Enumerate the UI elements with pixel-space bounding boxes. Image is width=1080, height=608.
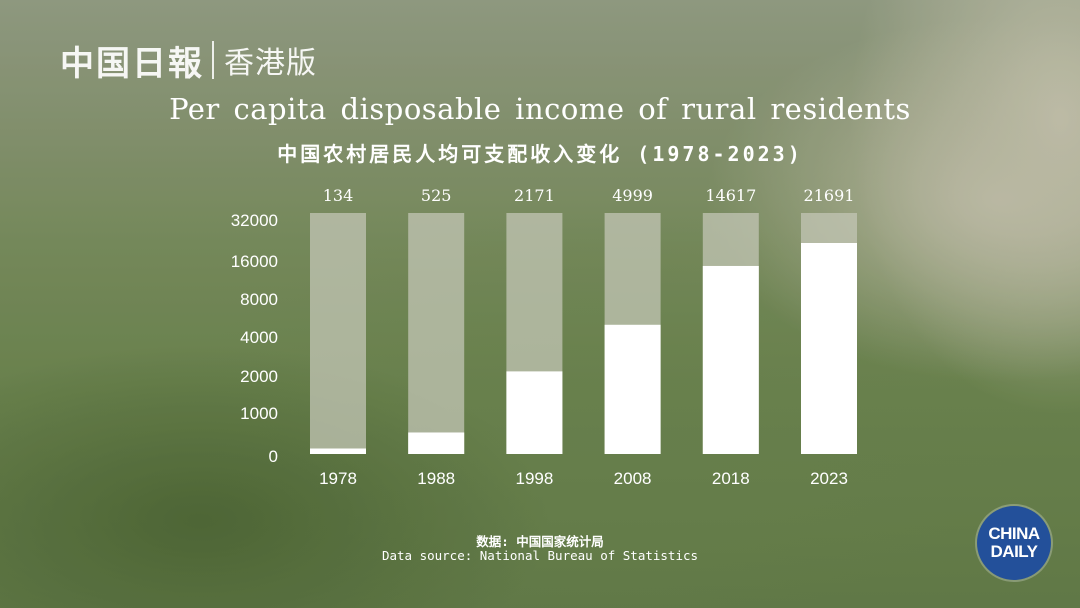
x-tick-label: 1998 [515, 469, 553, 488]
data-label: 4999 [612, 186, 653, 205]
chart-subtitle: 中国农村居民人均可支配收入变化 (1978-2023) [277, 142, 803, 166]
source-note-chinese: 数据: 中国国家统计局 [476, 534, 604, 549]
y-tick-label: 32000 [231, 211, 278, 230]
logo-divider [212, 41, 214, 79]
y-tick-label: 16000 [231, 252, 278, 271]
y-tick-label: 8000 [240, 290, 278, 309]
bar [506, 371, 563, 454]
chart-title: Per capita disposable income of rural re… [169, 92, 911, 126]
y-tick-label: 1000 [240, 404, 278, 423]
x-tick-label: 1988 [417, 469, 455, 488]
y-tick-label: 2000 [240, 367, 278, 386]
bar-track [310, 213, 366, 454]
data-label: 21691 [804, 186, 855, 205]
data-label: 14617 [705, 186, 756, 205]
bar [310, 448, 366, 454]
china-daily-logo: 中国日報 香港版 [60, 38, 317, 84]
china-daily-badge: CHINA DAILY [977, 506, 1051, 580]
data-label: 2171 [514, 186, 555, 205]
source-note-english: Data source: National Bureau of Statisti… [381, 548, 699, 563]
bar [604, 324, 661, 454]
logo-name: 中国日報 [60, 43, 204, 84]
x-tick-label: 1978 [319, 469, 357, 488]
badge-line-1: CHINA [988, 524, 1040, 543]
badge-line-2: DAILY [990, 542, 1038, 561]
bar [801, 242, 857, 454]
data-label: 525 [421, 186, 452, 205]
x-tick-label: 2018 [712, 469, 750, 488]
y-tick-label: 4000 [240, 328, 278, 347]
x-tick-label: 2023 [810, 469, 848, 488]
x-tick-label: 2008 [614, 469, 652, 488]
data-label: 134 [323, 186, 354, 205]
bar [702, 265, 759, 454]
y-tick-label: 0 [269, 447, 278, 466]
bar [408, 432, 465, 454]
logo-edition: 香港版 [224, 47, 317, 80]
bar-track [408, 213, 465, 454]
